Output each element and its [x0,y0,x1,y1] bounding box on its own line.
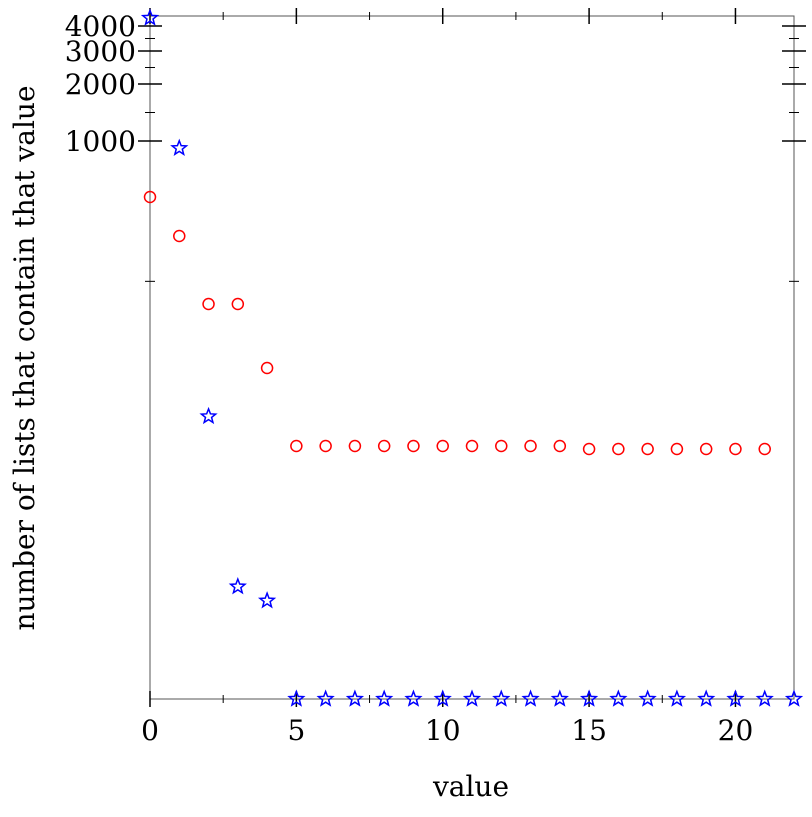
circle-marker [143,190,157,204]
star-marker [433,689,452,707]
plot-border [149,15,795,700]
star-marker [697,689,716,707]
x-tick-label: 0 [141,714,159,747]
circle-marker [495,439,508,453]
circle-marker [465,439,479,453]
star-marker [579,689,599,707]
x-axis-title: value [432,770,509,803]
circle-marker [260,361,274,375]
star-marker [228,577,247,595]
star-marker [140,8,160,26]
x-tick-label: 10 [425,714,461,747]
circle-marker [348,439,362,453]
circle-marker [319,439,332,453]
plot-frame [149,15,795,700]
circle-marker [231,297,245,311]
star-marker [462,689,482,707]
star-marker [784,689,804,707]
star-marker [609,689,628,707]
y-tick-label: 4000 [65,10,136,43]
circle-marker [173,229,186,243]
x-tick-label: 5 [287,714,305,747]
y-axis-title: number of lists that contain that value [8,85,41,630]
star-marker [726,689,745,707]
circle-marker [582,442,596,456]
star-marker [638,689,657,707]
star-marker [404,689,423,707]
star-marker [287,689,306,707]
circle-marker [524,439,537,453]
star-marker [257,591,277,609]
y-tick-label: 3000 [65,35,136,68]
y-tick-label: 2000 [65,68,136,101]
axis-ticks [138,8,806,707]
star-marker [375,689,394,707]
x-tick-label: 20 [718,714,754,747]
circle-marker [407,439,420,453]
star-marker [316,689,335,707]
circle-marker [553,439,567,453]
x-tick-label: 15 [571,714,607,747]
circle-marker [202,297,215,311]
star-marker [667,689,687,707]
star-marker [755,689,774,707]
star-marker [170,138,189,156]
circle-marker [758,442,771,456]
star-marker [492,689,511,707]
circle-marker [436,439,449,453]
star-marker [521,689,540,707]
y-tick-label: 1000 [65,125,136,158]
circle-marker [670,442,684,456]
star-marker [550,689,569,707]
circle-marker [641,442,654,456]
circle-marker [377,439,391,453]
circle-marker [290,439,303,453]
circle-marker [612,442,625,456]
star-marker [199,406,218,425]
data-markers [140,8,804,707]
star-marker [345,689,365,707]
circle-marker [729,442,742,456]
circle-marker [699,442,713,456]
